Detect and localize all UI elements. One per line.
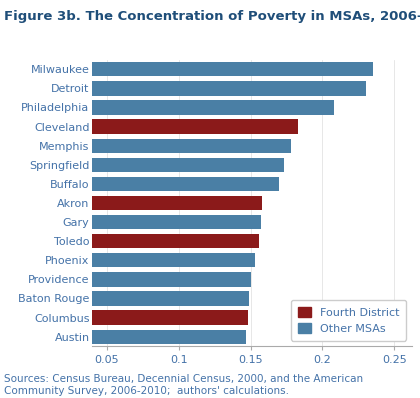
Bar bbox=[35, 253, 255, 267]
Bar bbox=[35, 234, 259, 248]
Bar bbox=[35, 310, 248, 325]
Bar bbox=[35, 158, 284, 172]
Bar bbox=[35, 215, 261, 229]
Bar bbox=[35, 62, 373, 76]
Bar bbox=[35, 272, 251, 287]
Bar bbox=[35, 81, 365, 96]
Bar bbox=[35, 100, 334, 115]
Text: Figure 3b. The Concentration of Poverty in MSAs, 2006–2010: Figure 3b. The Concentration of Poverty … bbox=[4, 10, 420, 23]
Bar bbox=[35, 119, 298, 134]
Bar bbox=[35, 139, 291, 153]
Bar bbox=[35, 196, 262, 210]
Text: Sources: Census Bureau, Decennial Census, 2000, and the American
Community Surve: Sources: Census Bureau, Decennial Census… bbox=[4, 375, 363, 396]
Bar bbox=[35, 291, 249, 306]
Bar bbox=[35, 177, 279, 191]
Legend: Fourth District, Other MSAs: Fourth District, Other MSAs bbox=[291, 300, 406, 341]
Bar bbox=[35, 330, 246, 344]
